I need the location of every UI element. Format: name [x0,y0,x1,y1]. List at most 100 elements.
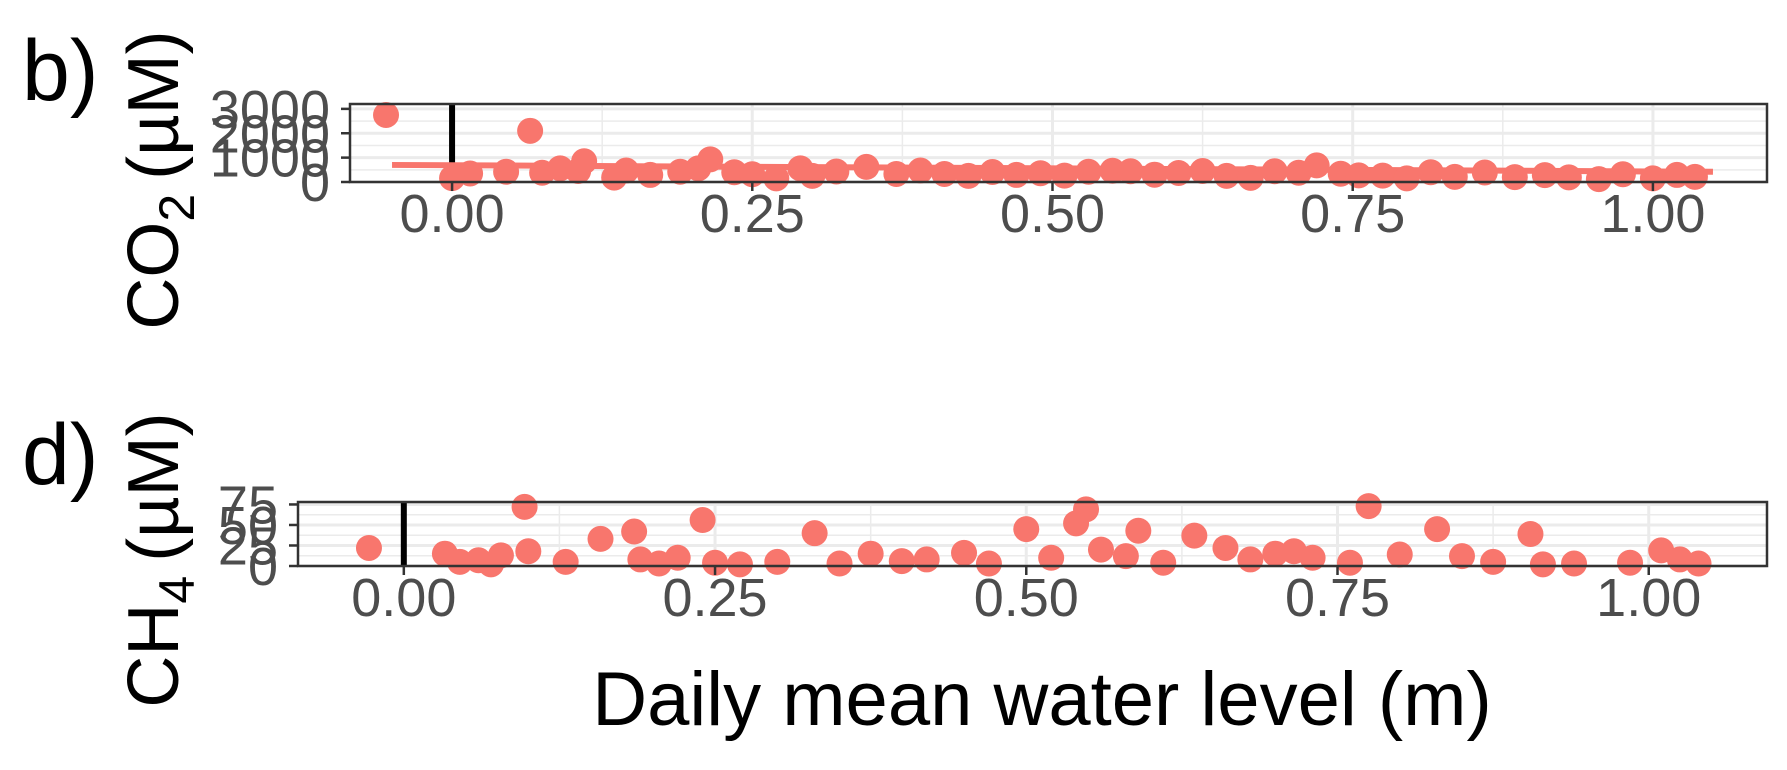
data-point [637,161,664,188]
data-point [439,165,466,192]
data-point [664,544,691,571]
data-point [1336,549,1363,576]
data-point [465,547,492,574]
data-point [883,160,910,187]
x-tick-label: 0.00 [351,568,456,628]
data-point [571,148,598,175]
data-point [726,551,753,578]
data-point [951,539,978,566]
panel-d-x-axis: 0.00 0.25 0.50 0.75 1.00 [351,566,1701,628]
y-tick-label: 50 [218,496,278,556]
data-point [1441,163,1468,190]
panel-b-y-axis-title-main: CO [114,222,194,330]
data-point [621,518,648,545]
data-point [1165,159,1192,186]
y-tick-label: 3000 [210,80,330,140]
data-point [907,157,934,184]
data-point [511,493,538,520]
data-point [1073,496,1100,523]
data-point [888,548,915,575]
x-tick-label: 0.75 [1300,184,1405,244]
panel-b-y-axis-title-unit: (µM) [114,30,194,179]
data-point [857,540,884,567]
panel-d-frame [296,500,1769,568]
x-tick-label: 0.00 [400,184,505,244]
data-point [1355,493,1382,520]
data-point [955,162,982,189]
data-point [975,550,1002,577]
data-point [1150,549,1177,576]
data-point [1013,516,1040,543]
y-tick-label: 2000 [210,104,330,164]
y-tick-label: 25 [218,516,278,576]
panel-d-y-axis-title-main: CH [114,604,194,708]
panel-d-y-axis-title-unit: (µM) [114,412,194,561]
data-point [1237,546,1264,573]
data-point [487,542,514,569]
y-tick-label: 0 [248,537,278,597]
data-point [1386,541,1413,568]
data-point [1685,550,1712,577]
data-point [1471,159,1498,186]
x-tick-label: 0.50 [974,568,1079,628]
data-point [1112,543,1139,570]
data-point [853,153,880,180]
data-point [1117,158,1144,185]
panel-b-y-axis-title-sub: 2 [149,194,205,222]
panel-b-y-axis-title: CO2 (µM) [114,30,205,329]
data-point [1303,152,1330,179]
data-point [1517,521,1544,547]
data-point [1529,551,1556,578]
data-point [979,159,1006,186]
data-point [1027,160,1054,187]
panel-b-points [373,101,1708,193]
data-point [1424,516,1451,543]
data-point [1417,159,1444,186]
data-point [1393,165,1420,192]
data-point [1617,549,1644,576]
data-point [739,161,766,188]
panel-b-frame [348,102,1769,184]
x-axis-title: Daily mean water level (m) [592,657,1492,742]
data-point [689,507,716,534]
panel-d-y-axis-title-sub: 4 [149,576,205,604]
data-point [587,525,614,552]
data-point [826,550,853,577]
data-point [697,146,724,173]
y-tick-label: 0 [300,153,330,213]
panel-d-tag: d) [22,407,98,503]
panel-b-x-axis: 0.00 0.25 0.50 0.75 1.00 [400,182,1705,244]
data-point [373,101,400,128]
data-point [1299,544,1326,571]
data-point [517,117,544,144]
data-point [1480,548,1507,575]
data-point [931,160,958,187]
data-point [515,538,542,565]
data-point [1501,164,1528,191]
data-point [1609,161,1636,188]
data-point [764,548,791,575]
data-point [913,546,940,573]
data-point [1141,161,1168,188]
data-point [1555,164,1582,191]
data-point [1561,550,1588,577]
data-point [1075,158,1102,185]
data-point [552,548,579,575]
data-point [1237,164,1264,191]
data-point [1585,166,1612,193]
data-point [493,158,520,185]
x-tick-label: 0.50 [1000,184,1105,244]
data-point [1181,522,1208,549]
data-point [1087,536,1114,563]
data-point [763,165,790,192]
data-point [446,548,473,575]
data-point [1125,517,1152,544]
data-point [823,158,850,185]
x-tick-label: 1.00 [1600,184,1705,244]
data-point [1639,165,1666,192]
x-tick-label: 1.00 [1596,568,1701,628]
